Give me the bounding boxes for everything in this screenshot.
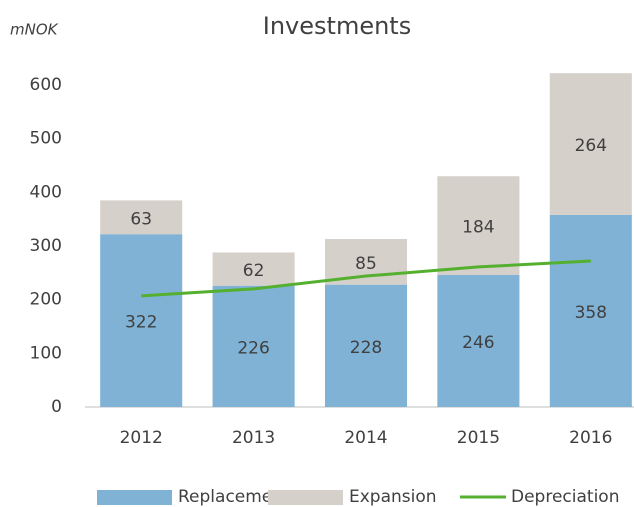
legend-swatch — [97, 490, 172, 505]
value-label: 264 — [575, 136, 607, 156]
value-label: 246 — [462, 333, 494, 353]
bar-segment — [549, 214, 632, 407]
bar-segment — [549, 73, 632, 215]
value-label: 358 — [575, 303, 607, 323]
bar-segment — [100, 234, 183, 407]
value-label: 226 — [237, 338, 269, 358]
value-label: 184 — [462, 218, 494, 238]
bar-segment — [437, 176, 520, 275]
y-tick-label: 0 — [51, 397, 62, 417]
unit-label: mNOK — [10, 21, 59, 39]
x-tick-label: 2014 — [344, 428, 387, 448]
y-tick-label: 200 — [30, 290, 62, 310]
value-label: 62 — [243, 261, 265, 281]
y-tick-label: 300 — [30, 236, 62, 256]
value-label: 322 — [125, 313, 157, 333]
bar-segment — [212, 285, 295, 407]
x-tick-label: 2012 — [120, 428, 163, 448]
legend-swatch — [268, 490, 343, 505]
bar-segment — [437, 274, 520, 407]
value-label: 85 — [355, 254, 377, 274]
y-tick-label: 600 — [30, 75, 62, 95]
x-tick-label: 2016 — [569, 428, 612, 448]
y-tick-label: 400 — [30, 182, 62, 202]
y-tick-label: 500 — [30, 129, 62, 149]
legend-label: Expansion — [349, 487, 437, 507]
x-tick-label: 2015 — [457, 428, 500, 448]
y-tick-label: 100 — [30, 343, 62, 363]
legend-label: Depreciation — [511, 487, 619, 507]
x-tick-label: 2013 — [232, 428, 275, 448]
bar-segment — [100, 200, 183, 235]
chart-title: Investments — [263, 12, 411, 40]
value-label: 228 — [350, 338, 382, 358]
value-label: 63 — [130, 209, 152, 229]
legend-label: Replacement — [178, 487, 290, 507]
bar-segment — [324, 284, 408, 407]
bar-segment — [212, 252, 295, 286]
line-series — [141, 259, 591, 298]
